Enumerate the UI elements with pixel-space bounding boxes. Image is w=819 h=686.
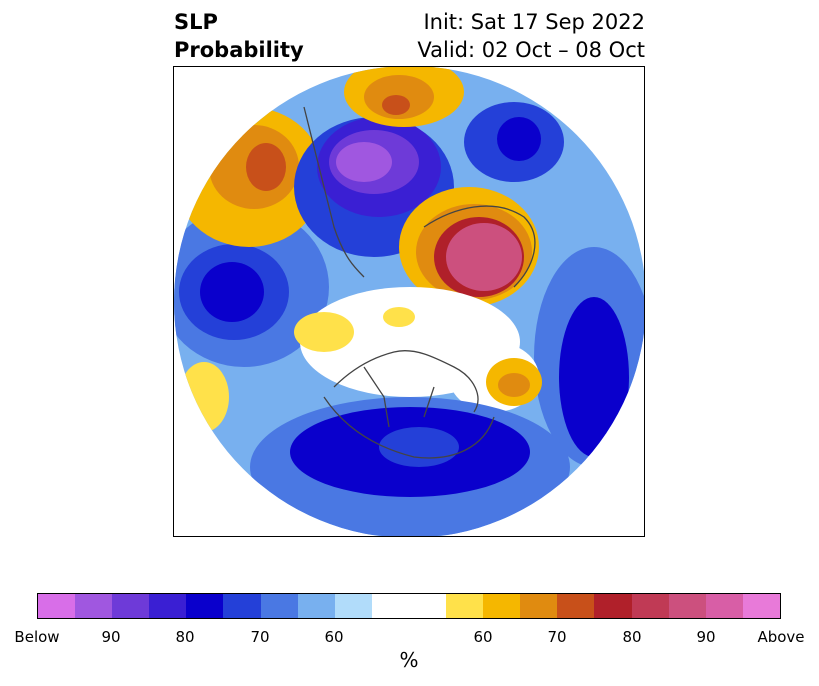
colorbar-segment xyxy=(371,594,409,618)
colorbar-tick-label: Below xyxy=(14,628,60,646)
colorbar-segment xyxy=(668,594,706,618)
colorbar-tick-label: 80 xyxy=(175,628,195,646)
colorbar-segment xyxy=(260,594,298,618)
colorbar-tick-label: 60 xyxy=(324,628,344,646)
colorbar-tick-label: Above xyxy=(757,628,805,646)
valid-range: Valid: 02 Oct – 08 Oct xyxy=(417,38,645,62)
colorbar-segment xyxy=(223,594,261,618)
title-line-1: SLP xyxy=(174,10,218,34)
colorbar-tick-label: 90 xyxy=(101,628,121,646)
colorbar-segment xyxy=(557,594,595,618)
colorbar-segment xyxy=(631,594,669,618)
colorbar-tick-label: 70 xyxy=(250,628,270,646)
map-title: SLP Probability xyxy=(174,8,304,64)
coastlines xyxy=(303,106,536,459)
init-date: Init: Sat 17 Sep 2022 xyxy=(423,10,645,34)
colorbar-segment xyxy=(75,594,113,618)
colorbar-segment xyxy=(334,594,372,618)
colorbar-tick-label: 70 xyxy=(547,628,567,646)
colorbar-segment xyxy=(408,594,447,618)
colorbar-segment xyxy=(297,594,335,618)
colorbar-segment xyxy=(38,594,76,618)
colorbar-unit: % xyxy=(399,648,419,672)
colorbar-segment xyxy=(112,594,150,618)
colorbar-segment xyxy=(446,594,484,618)
valid-period: Init: Sat 17 Sep 2022 Valid: 02 Oct – 08… xyxy=(417,8,645,64)
title-line-2: Probability xyxy=(174,38,304,62)
colorbar-segment xyxy=(186,594,224,618)
colorbar-tick-label: 90 xyxy=(696,628,716,646)
polar-map xyxy=(173,66,645,537)
colorbar-segment xyxy=(705,594,743,618)
colorbar-segment xyxy=(742,594,780,618)
colorbar-segment xyxy=(520,594,558,618)
colorbar-segment xyxy=(483,594,521,618)
colorbar-segment xyxy=(594,594,632,618)
map-canvas xyxy=(174,67,644,536)
colorbar-segment xyxy=(149,594,187,618)
colorbar-tick-label: 80 xyxy=(622,628,642,646)
colorbar-tick-label: 60 xyxy=(473,628,493,646)
probability-field xyxy=(174,67,644,536)
colorbar xyxy=(37,593,781,619)
